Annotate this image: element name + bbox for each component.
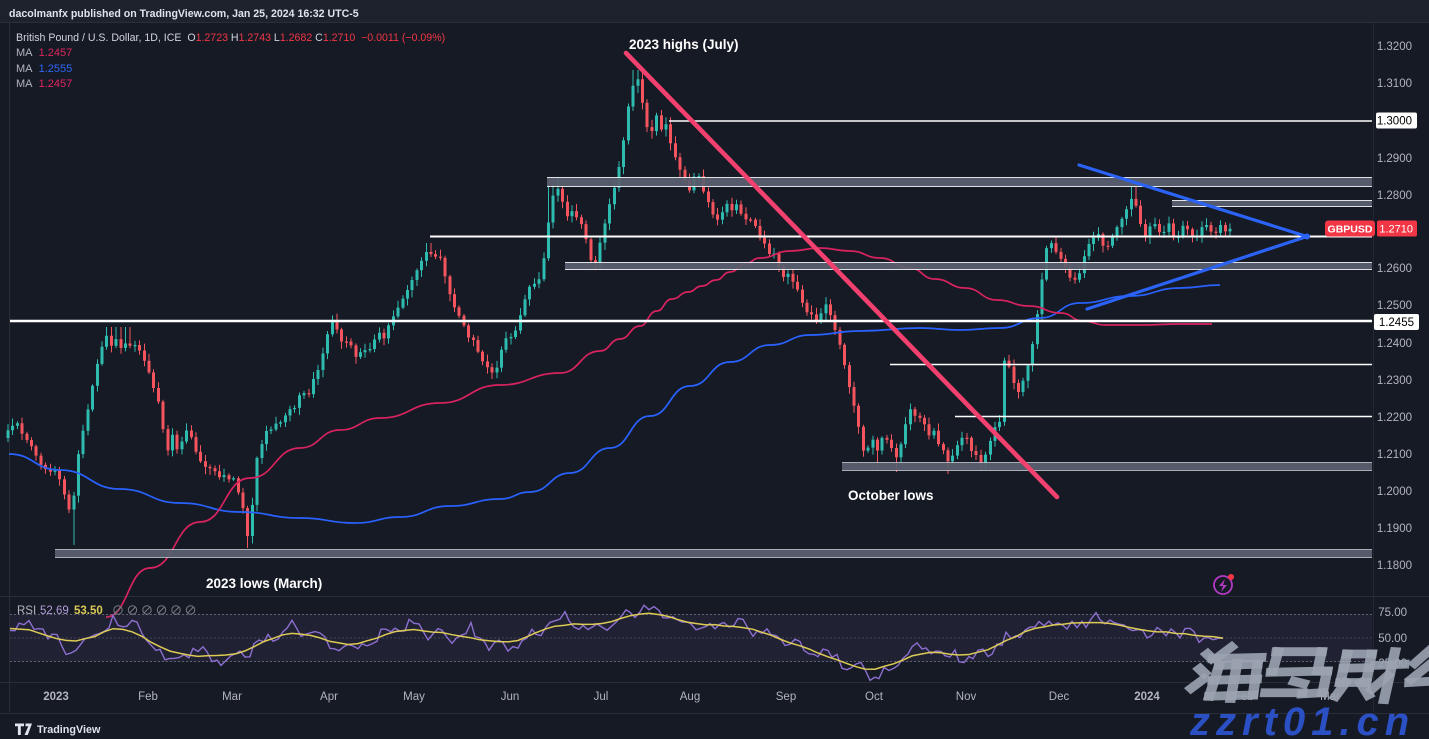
svg-text:1.3100: 1.3100 <box>1377 78 1412 90</box>
svg-text:1.2100: 1.2100 <box>1377 449 1412 461</box>
svg-text:October lows: October lows <box>848 488 934 503</box>
svg-text:2023: 2023 <box>43 691 69 703</box>
svg-text:1.2500: 1.2500 <box>1377 300 1412 312</box>
svg-text:1.2800: 1.2800 <box>1377 190 1412 202</box>
svg-text:Aug: Aug <box>680 691 700 703</box>
svg-text:Nov: Nov <box>956 691 977 703</box>
svg-text:Mar: Mar <box>222 691 242 703</box>
svg-text:British Pound / U.S. Dollar, 1: British Pound / U.S. Dollar, 1D, ICE O1.… <box>16 32 445 44</box>
svg-text:1.1900: 1.1900 <box>1377 523 1412 535</box>
svg-text:2023 lows (March): 2023 lows (March) <box>206 576 322 591</box>
svg-text:Sep: Sep <box>776 691 796 703</box>
svg-text:zzrt01.cn: zzrt01.cn <box>1189 700 1415 739</box>
svg-text:MA 1.2457: MA 1.2457 <box>16 78 72 90</box>
svg-text:Feb: Feb <box>138 691 158 703</box>
svg-text:GBPUSD: GBPUSD <box>1328 224 1373 236</box>
svg-text:Jul: Jul <box>594 691 609 703</box>
svg-text:RSI: RSI <box>17 605 36 617</box>
svg-text:1.2455: 1.2455 <box>1379 317 1414 329</box>
svg-text:2024: 2024 <box>1134 691 1160 703</box>
svg-text:1.2710: 1.2710 <box>1379 224 1413 236</box>
svg-text:50.00: 50.00 <box>1378 633 1407 645</box>
svg-text:1.2200: 1.2200 <box>1377 412 1412 424</box>
svg-text:52.69: 52.69 <box>40 605 69 617</box>
svg-text:dacolmanfx published on Tradin: dacolmanfx published on TradingView.com,… <box>9 8 359 20</box>
svg-text:1.2000: 1.2000 <box>1377 486 1412 498</box>
svg-text:2023 highs (July): 2023 highs (July) <box>629 37 739 52</box>
svg-text:1.2600: 1.2600 <box>1377 263 1412 275</box>
svg-text:TradingView: TradingView <box>37 724 101 736</box>
svg-text:May: May <box>403 691 425 703</box>
svg-text:1.2300: 1.2300 <box>1377 375 1412 387</box>
svg-text:Dec: Dec <box>1049 691 1070 703</box>
svg-text:MA 1.2555: MA 1.2555 <box>16 63 72 75</box>
svg-text:Oct: Oct <box>865 691 884 703</box>
svg-text:1.3200: 1.3200 <box>1377 41 1412 53</box>
svg-text:1.3000: 1.3000 <box>1377 116 1412 128</box>
svg-text:53.50: 53.50 <box>74 605 103 617</box>
svg-text:75.00: 75.00 <box>1378 607 1407 619</box>
svg-text:Jun: Jun <box>501 691 520 703</box>
svg-text:1.1800: 1.1800 <box>1377 560 1412 572</box>
svg-text:MA 1.2457: MA 1.2457 <box>16 47 72 59</box>
svg-text:1.2400: 1.2400 <box>1377 338 1412 350</box>
svg-text:1.2900: 1.2900 <box>1377 153 1412 165</box>
svg-text:Apr: Apr <box>320 691 338 703</box>
